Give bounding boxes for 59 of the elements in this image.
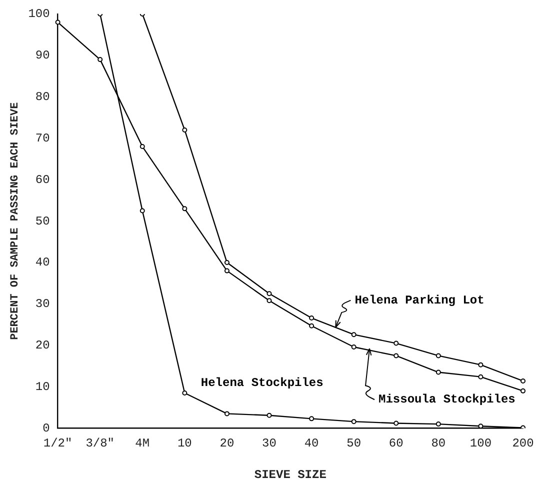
point <box>436 353 441 358</box>
x-tick-label: 100 <box>470 436 492 451</box>
x-tick-label: 40 <box>304 436 319 451</box>
x-tick-label: 20 <box>220 436 234 451</box>
y-tick-label: 50 <box>35 214 50 228</box>
point <box>436 422 441 427</box>
text: Helena Parking Lot <box>354 293 484 308</box>
y-tick-label: 30 <box>35 297 50 312</box>
point <box>520 388 526 394</box>
point <box>140 144 145 150</box>
point <box>394 353 399 358</box>
point <box>182 127 188 132</box>
point <box>351 332 356 338</box>
x-tick-label: 50 <box>346 436 362 451</box>
y-tick-label: 90 <box>35 48 50 63</box>
x-tick-label: 3/8" <box>86 436 114 451</box>
y-axis-title: PERCENT OF SAMPLE PASSING EACH SIEVE <box>9 102 22 340</box>
point <box>436 370 441 375</box>
point <box>520 425 526 428</box>
point <box>182 390 188 396</box>
point <box>224 268 230 274</box>
x-tick-label: 80 <box>431 436 446 451</box>
point <box>478 362 484 368</box>
series-label: Helena Stockpiles <box>200 376 324 390</box>
y-tick-label: 70 <box>35 131 50 146</box>
point <box>98 57 103 62</box>
x-tick-label: 1/2" <box>43 436 72 451</box>
y-tick-label: 60 <box>35 172 50 187</box>
point <box>309 316 314 321</box>
point <box>309 323 314 328</box>
point <box>55 20 60 25</box>
point <box>478 374 484 380</box>
y-tick-label: 80 <box>35 90 50 104</box>
point <box>266 291 272 296</box>
y-tick-label: 0 <box>42 421 50 436</box>
point <box>266 298 272 304</box>
y-tick-label: 10 <box>35 380 50 394</box>
point <box>520 378 526 384</box>
point <box>351 344 356 350</box>
x-tick-label: 30 <box>262 436 276 451</box>
x-tick-label: 200 <box>512 436 534 451</box>
point <box>478 424 484 428</box>
x-axis-title: SIEVE SIZE <box>254 468 326 482</box>
point <box>224 411 230 416</box>
y-tick-label: 20 <box>35 338 50 353</box>
series-label: Missoula Stockpiles <box>378 392 516 407</box>
point <box>394 340 399 346</box>
point <box>266 412 272 418</box>
point <box>140 208 145 214</box>
x-tick-label: 10 <box>177 436 192 451</box>
point <box>309 416 314 422</box>
y-tick-label: 100 <box>28 7 50 22</box>
point <box>351 419 356 424</box>
y-tick-label: 40 <box>35 256 50 270</box>
point <box>224 260 230 266</box>
x-tick-label: 4M <box>135 436 150 451</box>
point <box>182 206 188 212</box>
x-tick-label: 60 <box>388 436 404 451</box>
point <box>394 420 399 426</box>
